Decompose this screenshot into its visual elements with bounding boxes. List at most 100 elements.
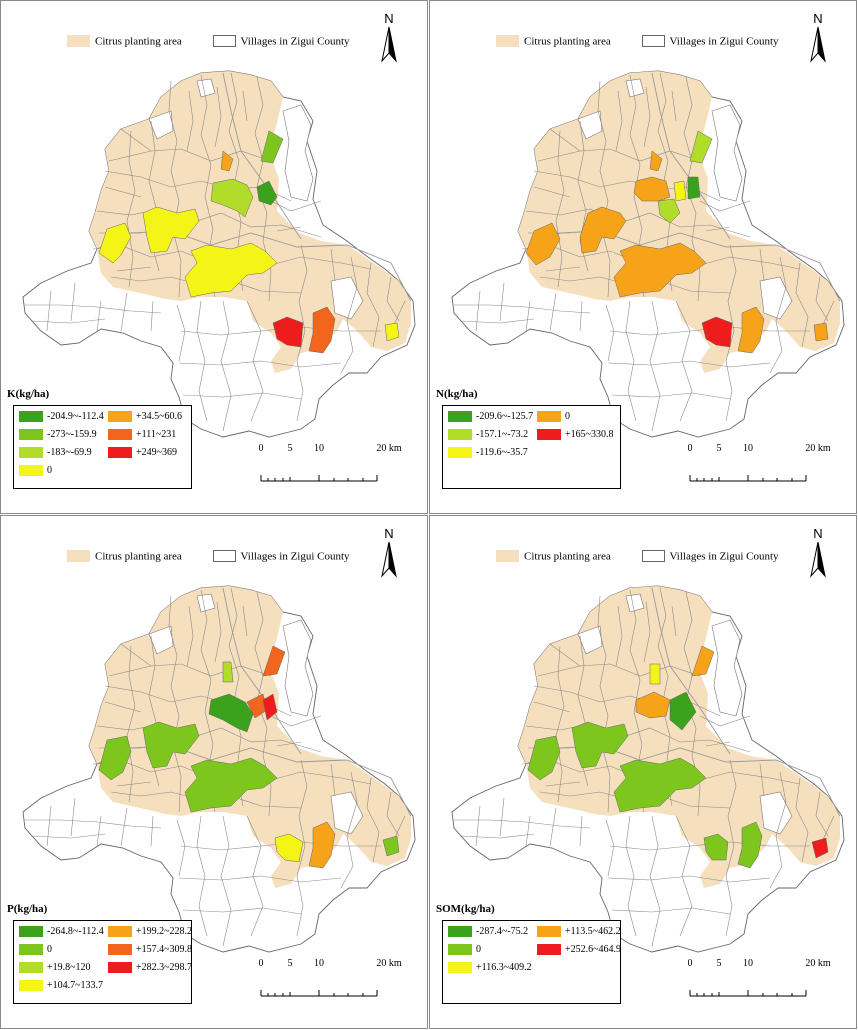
region-k-10 — [308, 306, 336, 354]
region-som-4 — [669, 691, 697, 731]
region-n-7 — [579, 206, 627, 254]
map-p — [22, 585, 416, 953]
svg-text:10: 10 — [314, 443, 324, 454]
legend-item: +116.3~409.2 — [448, 962, 532, 974]
villages-swatch — [641, 550, 665, 563]
scale-bar: 0 5 10 20 km — [259, 958, 402, 997]
legend-item: -204.9~-112.4 — [19, 411, 104, 423]
citrus-swatch — [496, 35, 519, 48]
svg-text:5: 5 — [288, 443, 293, 454]
svg-text:0: 0 — [259, 443, 264, 454]
legend-title: SOM(kg/ha) — [436, 903, 495, 915]
legend-item: +113.5~462.2 — [537, 926, 621, 938]
svg-text:5: 5 — [717, 443, 722, 454]
region-p-2 — [262, 645, 286, 677]
svg-text:20 km: 20 km — [376, 958, 402, 969]
region-som-2 — [691, 645, 715, 677]
region-k-3 — [210, 178, 254, 218]
legend-item: -119.6~-35.7 — [448, 447, 528, 459]
map-som — [451, 585, 845, 953]
legend-item: -264.8~-112.4 — [19, 926, 104, 938]
citrus-label: Citrus planting area — [524, 550, 611, 563]
legend-item: +157.4~309.8 — [108, 944, 192, 956]
region-n-10 — [813, 322, 829, 342]
legend-title: N(kg/ha) — [436, 388, 478, 400]
legend-item: +249~369 — [108, 447, 177, 459]
map-panel-n: Citrus planting area Villages in Zigui C… — [429, 0, 857, 514]
region-n-2 — [689, 130, 713, 164]
legend-item: +165~330.8 — [537, 429, 614, 441]
legend-item: +252.6~464.9 — [537, 944, 621, 956]
region-p-1 — [222, 661, 234, 683]
region-som-3 — [635, 691, 671, 719]
region-n-1 — [649, 150, 663, 172]
region-n-11 — [701, 316, 733, 348]
villages-label: Villages in Zigui County — [669, 35, 779, 48]
legend-item: -209.6~-125.7 — [448, 411, 533, 423]
region-p-6 — [142, 721, 200, 769]
region-som-10 — [811, 837, 829, 859]
value-legend: K(kg/ha) -204.9~-112.4 -273~-159.9 -183~… — [7, 388, 192, 489]
legend-item: 0 — [19, 944, 52, 956]
legend-item: +104.7~133.7 — [19, 980, 103, 992]
top-legend: Citrus planting area Villages in Zigui C… — [67, 550, 350, 563]
region-som-9 — [737, 821, 763, 869]
villages-swatch — [641, 35, 665, 48]
svg-text:0: 0 — [688, 958, 693, 969]
villages-label: Villages in Zigui County — [240, 35, 350, 48]
region-som-1 — [649, 663, 661, 685]
map-panel-som: Citrus planting area Villages in Zigui C… — [429, 515, 857, 1029]
legend-title: P(kg/ha) — [7, 903, 48, 915]
citrus-label: Citrus planting area — [95, 550, 182, 563]
region-p-8 — [184, 757, 278, 813]
region-k-4 — [256, 180, 278, 206]
region-n-3 — [633, 176, 671, 202]
citrus-swatch — [67, 35, 90, 48]
citrus-label: Citrus planting area — [524, 35, 611, 48]
region-som-6 — [527, 735, 561, 781]
svg-text:10: 10 — [314, 958, 324, 969]
svg-text:5: 5 — [717, 958, 722, 969]
map-panel-k: Citrus planting area Villages in Zigui C… — [0, 0, 428, 514]
legend-item: +34.5~60.6 — [108, 411, 182, 423]
region-n-6 — [657, 198, 681, 224]
svg-text:20 km: 20 km — [376, 443, 402, 454]
region-n-12 — [737, 306, 765, 354]
region-k-1 — [220, 150, 234, 172]
region-p-5 — [262, 693, 278, 721]
region-k-6 — [98, 222, 132, 264]
villages-swatch — [212, 550, 236, 563]
scale-bar: 0 5 10 20 km — [688, 958, 831, 997]
scale-bar: 0 5 10 20 km — [688, 443, 831, 482]
svg-text:0: 0 — [688, 443, 693, 454]
svg-text:20 km: 20 km — [805, 958, 831, 969]
region-k-7 — [184, 242, 278, 298]
legend-item: +199.2~228.2 — [108, 926, 192, 938]
region-n-5 — [687, 176, 701, 200]
value-legend: SOM(kg/ha) -287.4~-75.2 0 +116.3~409.2 +… — [436, 903, 621, 1004]
citrus-swatch — [67, 550, 90, 563]
region-n-9 — [613, 242, 707, 298]
region-som-7 — [613, 757, 707, 813]
svg-text:10: 10 — [743, 958, 753, 969]
citrus-label: Citrus planting area — [95, 35, 182, 48]
top-legend: Citrus planting area Villages in Zigui C… — [67, 35, 350, 48]
svg-text:0: 0 — [259, 958, 264, 969]
region-k-2 — [260, 130, 284, 164]
svg-text:10: 10 — [743, 443, 753, 454]
region-n-4 — [673, 180, 687, 202]
region-n-8 — [525, 222, 561, 266]
top-legend: Citrus planting area Villages in Zigui C… — [496, 35, 779, 48]
region-p-7 — [98, 735, 132, 781]
region-p-9 — [382, 835, 400, 857]
legend-item: 0 — [448, 944, 481, 956]
legend-item: +111~231 — [108, 429, 176, 441]
svg-text:20 km: 20 km — [805, 443, 831, 454]
region-k-8 — [384, 322, 400, 342]
legend-item: 0 — [537, 411, 570, 423]
legend-item: +282.3~298.7 — [108, 962, 192, 974]
region-p-10 — [274, 833, 304, 863]
region-p-3 — [208, 693, 254, 733]
top-legend: Citrus planting area Villages in Zigui C… — [496, 550, 779, 563]
legend-item: -157.1~-73.2 — [448, 429, 528, 441]
